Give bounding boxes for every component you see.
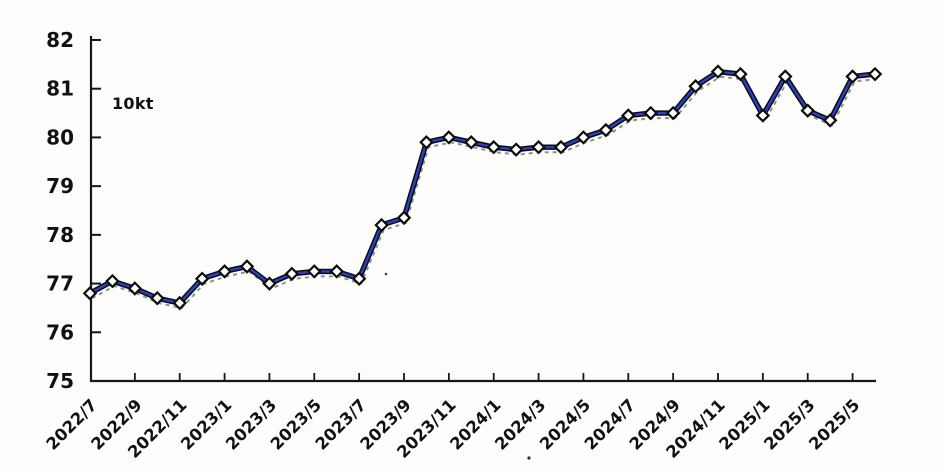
- data-point-marker: [508, 142, 524, 157]
- data-point-marker: [665, 105, 681, 121]
- data-point-marker: [82, 286, 98, 301]
- data-point-marker: [486, 139, 501, 155]
- ink-speck: [527, 456, 531, 460]
- data-point-marker: [105, 273, 120, 289]
- data-point-marker: [396, 210, 412, 226]
- y-axis-label: 78: [46, 223, 74, 247]
- data-point-marker: [576, 130, 591, 145]
- data-point-marker: [464, 135, 479, 150]
- data-point-marker: [733, 66, 748, 82]
- data-point-marker: [531, 139, 546, 155]
- data-point-marker: [127, 281, 143, 296]
- data-point-marker: [688, 79, 703, 94]
- data-point-marker: [239, 259, 255, 274]
- data-point-marker: [374, 217, 389, 233]
- data-point-marker: [643, 105, 658, 121]
- data-point-marker: [621, 108, 636, 123]
- data-point-marker: [441, 130, 457, 145]
- data-point-marker: [150, 290, 165, 306]
- y-axis-label: 80: [46, 125, 74, 149]
- data-point-marker: [194, 271, 210, 286]
- y-axis-label: 75: [46, 369, 74, 393]
- data-point-marker: [262, 276, 277, 291]
- data-point-marker: [598, 122, 614, 138]
- y-axis-label: 81: [46, 77, 74, 101]
- series-line: [88, 70, 877, 305]
- data-point-marker: [822, 113, 838, 128]
- data-point-marker: [419, 135, 434, 150]
- y-axis-label: 76: [46, 320, 74, 344]
- data-point-marker: [553, 139, 569, 155]
- data-point-marker: [778, 69, 793, 84]
- data-point-marker: [284, 266, 300, 282]
- data-point-marker: [845, 69, 860, 84]
- y-axis-label: 82: [46, 28, 74, 52]
- data-point-marker: [867, 66, 883, 82]
- data-point-marker: [351, 271, 367, 286]
- data-point-marker: [755, 108, 771, 123]
- data-point-marker: [217, 264, 232, 279]
- data-point-marker: [710, 64, 726, 79]
- data-point-marker: [172, 295, 187, 311]
- y-axis-label: 79: [46, 174, 74, 198]
- data-point-marker: [307, 264, 322, 279]
- data-point-marker: [800, 103, 815, 118]
- ink-speck: [384, 272, 388, 276]
- unit-label: 10kt: [112, 94, 154, 113]
- y-axis-label: 77: [46, 272, 74, 296]
- ghost-line: [91, 75, 878, 310]
- data-point-marker: [329, 264, 344, 279]
